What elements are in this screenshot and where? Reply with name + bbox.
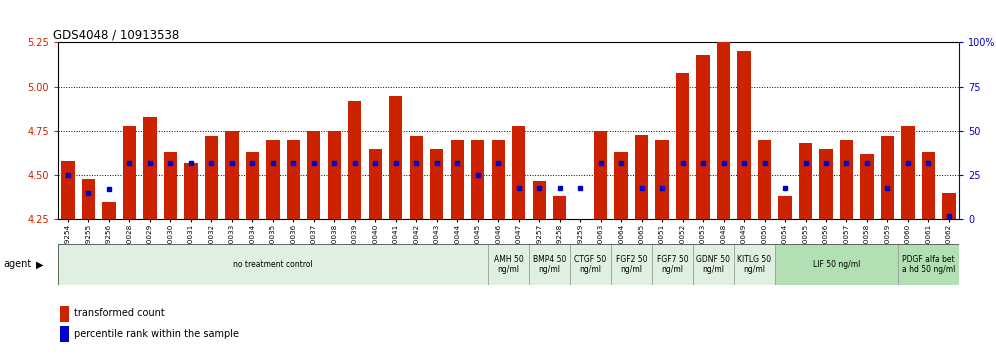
Bar [574,219,587,228]
Bar [529,244,570,285]
Text: KITLG 50
ng/ml: KITLG 50 ng/ml [737,255,771,274]
Text: AMH 50
ng/ml: AMH 50 ng/ml [494,255,523,274]
Bar [103,202,116,219]
Bar [533,181,546,219]
Bar [369,149,381,219]
Text: LIF 50 ng/ml: LIF 50 ng/ml [813,260,860,269]
Bar [611,244,651,285]
Bar [225,131,239,219]
Bar [488,244,529,285]
Bar [693,244,734,285]
Bar [676,73,689,219]
Bar [307,131,321,219]
Text: percentile rank within the sample: percentile rank within the sample [74,329,239,339]
Bar [553,196,567,219]
Bar [389,96,402,219]
Text: agent: agent [3,259,31,269]
Text: CTGF 50
ng/ml: CTGF 50 ng/ml [575,255,607,274]
Bar [82,179,96,219]
Bar [184,163,197,219]
Bar [901,126,914,219]
Bar [861,154,873,219]
Bar [799,143,812,219]
Bar [897,244,959,285]
Bar [143,117,156,219]
Text: transformed count: transformed count [74,308,164,318]
Bar [61,326,70,342]
Bar [58,244,488,285]
Bar [921,152,935,219]
Text: GDNF 50
ng/ml: GDNF 50 ng/ml [696,255,730,274]
Text: ▶: ▶ [36,259,44,269]
Bar [450,140,464,219]
Bar [430,149,443,219]
Bar [655,140,668,219]
Bar [635,135,648,219]
Bar [696,55,710,219]
Bar [840,140,854,219]
Bar [492,140,505,219]
Bar [409,136,423,219]
Bar [942,193,955,219]
Text: FGF2 50
ng/ml: FGF2 50 ng/ml [616,255,647,274]
Bar [651,244,693,285]
Bar [758,140,771,219]
Text: FGF7 50
ng/ml: FGF7 50 ng/ml [656,255,688,274]
Bar [615,152,627,219]
Bar [717,42,730,219]
Bar [123,126,136,219]
Bar [205,136,218,219]
Bar [246,152,259,219]
Text: GDS4048 / 10913538: GDS4048 / 10913538 [53,28,179,41]
Text: no treatment control: no treatment control [233,260,313,269]
Bar [512,126,525,219]
Bar [778,196,792,219]
Bar [775,244,897,285]
Bar [570,244,611,285]
Bar [62,161,75,219]
Bar [328,131,341,219]
Bar [594,131,608,219]
Bar [737,51,751,219]
Bar [734,244,775,285]
Bar [471,140,484,219]
Text: PDGF alfa bet
a hd 50 ng/ml: PDGF alfa bet a hd 50 ng/ml [901,255,955,274]
Bar [266,140,280,219]
Bar [287,140,300,219]
Text: BMP4 50
ng/ml: BMP4 50 ng/ml [533,255,566,274]
Bar [61,306,70,321]
Bar [820,149,833,219]
Bar [349,101,362,219]
Bar [880,136,894,219]
Bar [163,152,177,219]
